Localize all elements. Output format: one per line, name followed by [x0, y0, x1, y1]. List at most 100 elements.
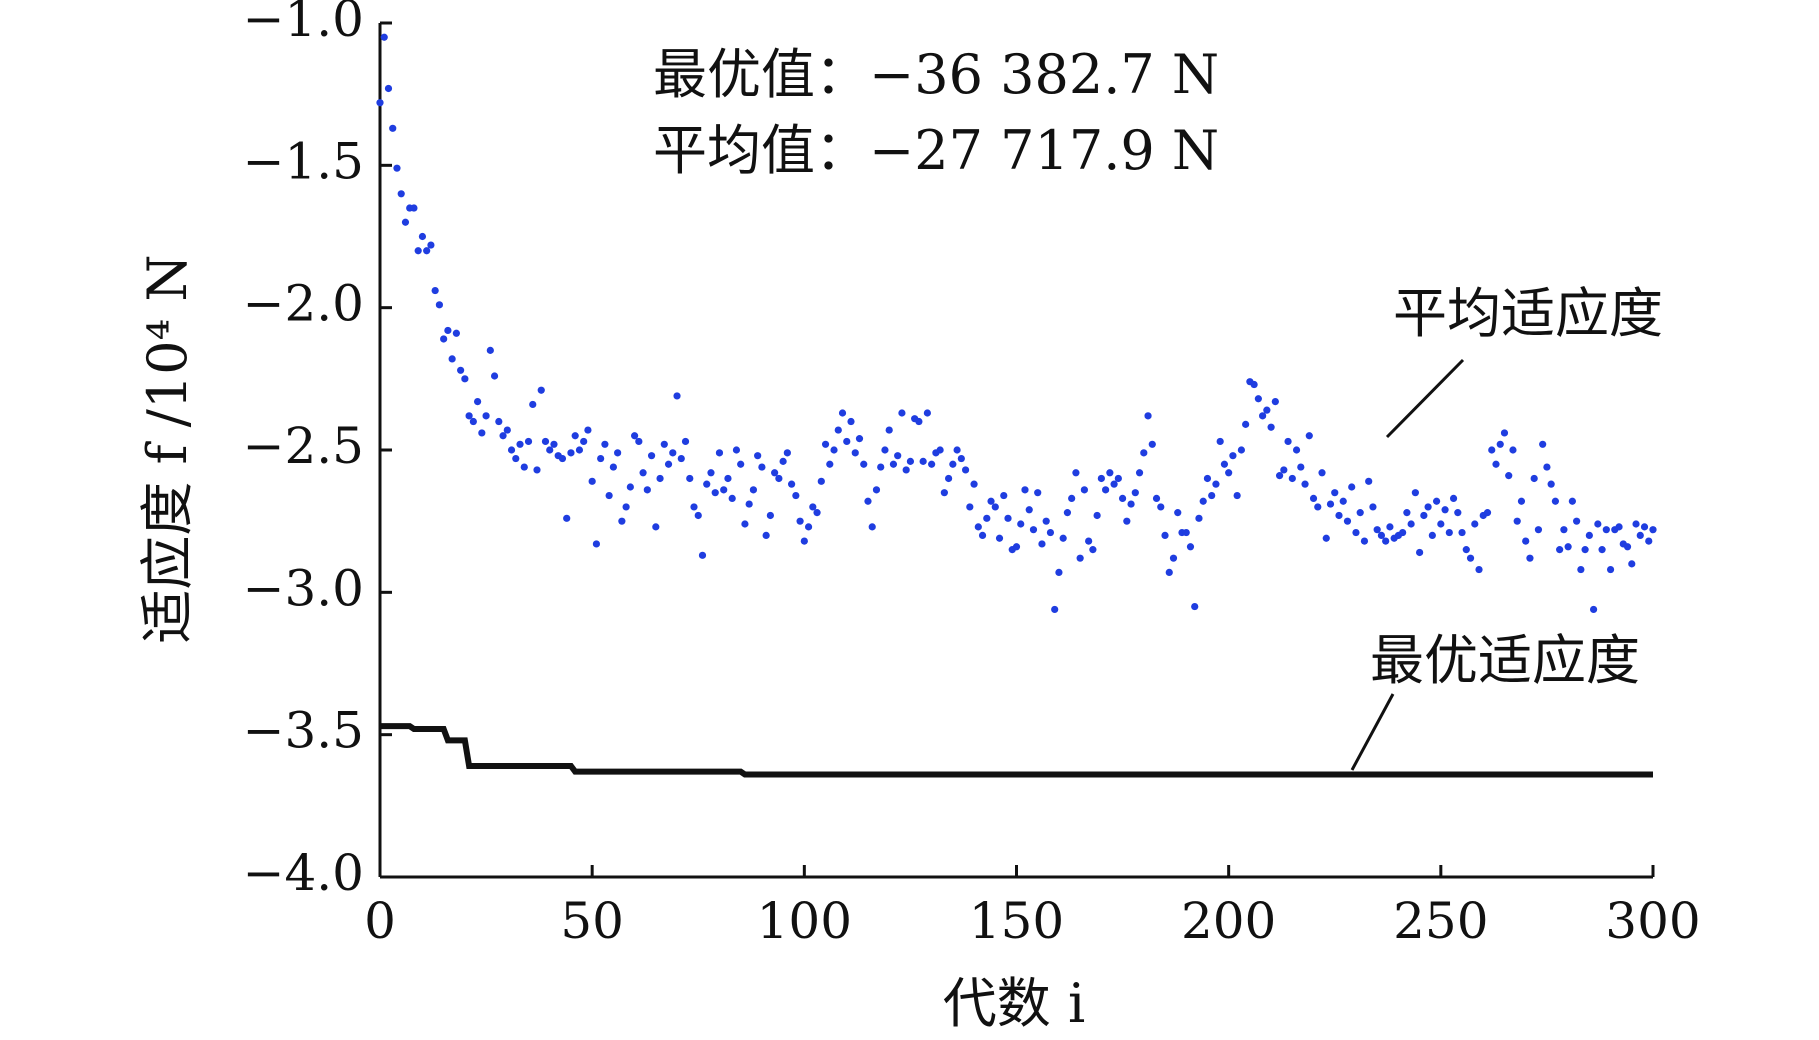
point	[1399, 528, 1407, 537]
point	[1051, 605, 1059, 614]
point	[1352, 528, 1360, 537]
point	[1089, 546, 1097, 554]
point	[830, 446, 838, 454]
point	[940, 489, 948, 497]
point	[703, 480, 711, 488]
point	[1377, 531, 1386, 540]
point	[1424, 503, 1432, 511]
point	[1127, 500, 1135, 508]
point	[1161, 531, 1169, 540]
point	[1195, 514, 1203, 522]
point	[1505, 472, 1513, 480]
point	[919, 457, 927, 465]
point	[881, 446, 889, 454]
point	[1110, 480, 1118, 488]
point	[1606, 565, 1615, 574]
point	[1594, 520, 1602, 528]
point	[715, 449, 724, 457]
y-tick-label: −2.0	[243, 275, 364, 333]
point	[1420, 511, 1428, 520]
point	[376, 99, 384, 107]
y-tick-label: −3.0	[243, 559, 364, 617]
point	[983, 514, 991, 522]
point	[1416, 548, 1424, 557]
point	[1602, 526, 1610, 534]
point	[783, 449, 791, 457]
point	[1449, 494, 1458, 502]
point	[1386, 523, 1394, 531]
point	[936, 446, 944, 454]
point	[1152, 494, 1161, 502]
point	[1034, 489, 1042, 497]
point	[469, 417, 477, 426]
point	[1106, 469, 1114, 477]
point	[1636, 531, 1644, 540]
point	[457, 366, 465, 374]
point	[614, 449, 622, 457]
point	[1076, 554, 1084, 562]
point	[894, 452, 902, 460]
point	[1288, 474, 1296, 483]
point	[1025, 506, 1033, 514]
point	[435, 301, 444, 309]
point	[953, 446, 961, 454]
point	[1254, 395, 1262, 403]
point	[855, 435, 864, 443]
series-label: 平均适应度	[1393, 282, 1663, 345]
point	[1348, 483, 1356, 491]
point	[834, 426, 842, 434]
point	[1526, 554, 1534, 562]
point	[949, 460, 957, 468]
point	[1339, 497, 1347, 505]
point	[796, 517, 804, 525]
point	[821, 440, 830, 448]
point	[847, 417, 855, 426]
point	[974, 523, 982, 531]
point	[1021, 486, 1029, 494]
point	[656, 474, 664, 483]
point	[1458, 528, 1466, 537]
point	[1208, 491, 1216, 500]
point	[1135, 469, 1144, 477]
point	[1428, 531, 1436, 540]
y-tick-label: −1.0	[243, 0, 364, 48]
point	[966, 503, 974, 511]
point	[1365, 477, 1373, 485]
point	[1259, 412, 1267, 420]
point	[584, 426, 592, 434]
point	[711, 489, 719, 497]
point	[843, 437, 851, 446]
point	[779, 457, 787, 465]
point	[1297, 463, 1305, 471]
point	[1445, 528, 1453, 537]
point	[622, 503, 630, 511]
x-tick-label: 50	[560, 892, 624, 950]
point	[1280, 466, 1288, 474]
x-axis-label: 代数 i	[943, 972, 1085, 1035]
point	[1140, 449, 1148, 457]
point	[762, 531, 770, 540]
point	[1250, 380, 1258, 389]
point	[1581, 546, 1589, 554]
point	[452, 329, 460, 337]
point	[1589, 605, 1598, 614]
point	[550, 440, 558, 448]
point	[877, 463, 885, 471]
point	[826, 460, 834, 468]
point	[1263, 406, 1271, 414]
point	[1488, 446, 1496, 454]
point	[1568, 497, 1576, 505]
point	[1543, 463, 1551, 471]
point	[1275, 472, 1284, 480]
point	[673, 392, 681, 400]
point	[448, 355, 456, 363]
point	[1169, 554, 1178, 562]
point	[1292, 446, 1301, 454]
point	[393, 164, 401, 172]
point	[1441, 506, 1449, 514]
point	[1454, 509, 1462, 517]
point	[741, 520, 749, 528]
point	[380, 33, 388, 41]
point	[1318, 469, 1326, 477]
